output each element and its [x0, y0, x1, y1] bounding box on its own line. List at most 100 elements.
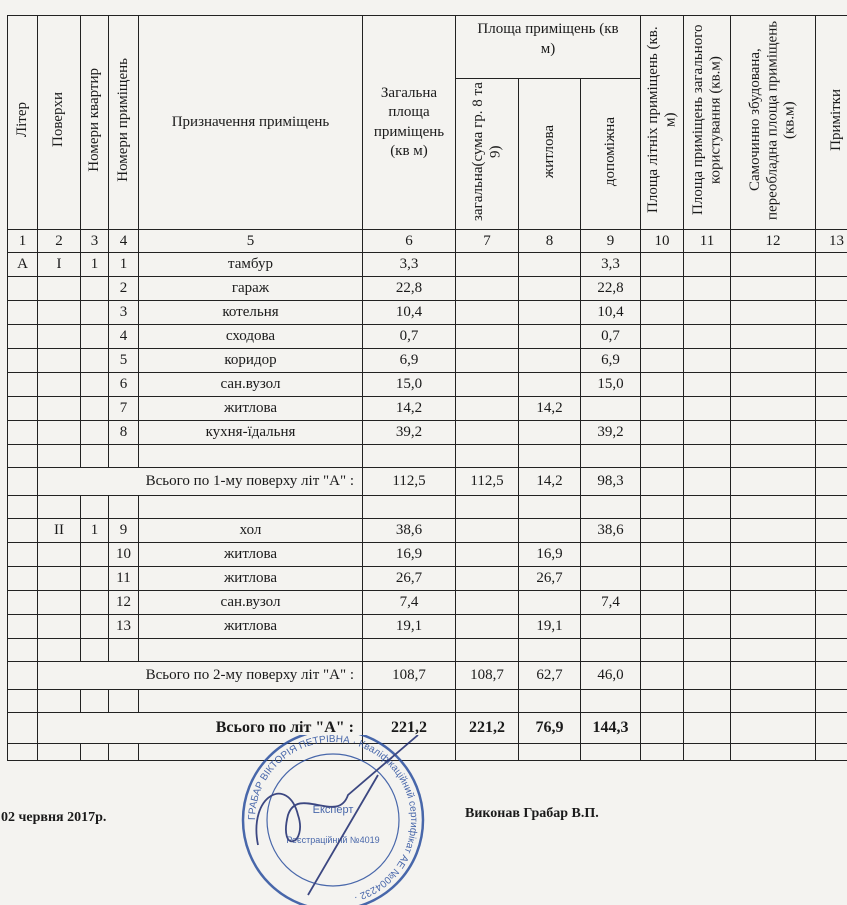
table-cell: [456, 373, 519, 397]
table-cell: 39,2: [581, 421, 641, 445]
table-cell: [684, 421, 731, 445]
table-cell: 112,5: [456, 468, 519, 496]
table-cell: [731, 713, 816, 744]
table-cell: [731, 519, 816, 543]
table-cell: 4: [109, 325, 139, 349]
header-purpose: Призначення приміщень: [139, 16, 363, 230]
table-cell: [731, 397, 816, 421]
table-cell: 26,7: [519, 567, 581, 591]
table-cell: 12: [109, 591, 139, 615]
table-cell: 6: [109, 373, 139, 397]
column-number: 6: [363, 230, 456, 253]
header-self-built: Самочинно збудована, переобладна площа п…: [731, 16, 816, 230]
table-cell: [81, 567, 109, 591]
table-cell: [684, 301, 731, 325]
table-cell: [684, 496, 731, 519]
table-cell: [581, 615, 641, 639]
table-cell: [731, 690, 816, 713]
table-cell: [731, 496, 816, 519]
table-cell: [641, 421, 684, 445]
table-cell: [816, 445, 847, 468]
table-cell: [456, 349, 519, 373]
table-cell: 76,9: [519, 713, 581, 744]
table-cell: [731, 301, 816, 325]
table-cell: [816, 690, 847, 713]
table-cell: 1: [81, 519, 109, 543]
table-cell: [38, 543, 81, 567]
table-cell: 39,2: [363, 421, 456, 445]
table-cell: [456, 567, 519, 591]
table-cell: гараж: [139, 277, 363, 301]
table-cell: 22,8: [581, 277, 641, 301]
table-cell: 2: [109, 277, 139, 301]
table-cell: 15,0: [363, 373, 456, 397]
table-cell: [731, 373, 816, 397]
table-cell: [456, 421, 519, 445]
table-cell: 7: [109, 397, 139, 421]
table-cell: [38, 744, 81, 761]
table-cell: [731, 543, 816, 567]
table-cell: [8, 519, 38, 543]
document-date: 02 червня 2017р.: [1, 810, 106, 826]
column-number: 4: [109, 230, 139, 253]
table-cell: [456, 253, 519, 277]
table-cell: [456, 591, 519, 615]
table-cell: [731, 421, 816, 445]
header-area-group: Площа приміщень (кв м): [456, 16, 641, 79]
table-cell: 16,9: [363, 543, 456, 567]
table-cell: [519, 373, 581, 397]
table-cell: [519, 253, 581, 277]
table-cell: сан.вузол: [139, 373, 363, 397]
table-cell: [519, 421, 581, 445]
table-cell: [731, 325, 816, 349]
table-cell: 13: [109, 615, 139, 639]
table-cell: [519, 690, 581, 713]
table-cell: 0,7: [581, 325, 641, 349]
table-cell: [8, 397, 38, 421]
table-cell: [641, 468, 684, 496]
table-cell: [8, 468, 38, 496]
official-stamp-with-signature: ГРАБАР ВІКТОРІЯ ПЕТРІВНА · Кваліфікаційн…: [228, 735, 438, 905]
table-cell: 112,5: [363, 468, 456, 496]
table-cell: [519, 277, 581, 301]
table-cell: [641, 713, 684, 744]
table-cell: [731, 744, 816, 761]
table-cell: [38, 277, 81, 301]
table-cell: [731, 591, 816, 615]
table-cell: 10,4: [581, 301, 641, 325]
empty-row: [8, 496, 847, 519]
table-cell: [581, 567, 641, 591]
table-cell: [684, 349, 731, 373]
table-cell: [363, 690, 456, 713]
table-cell: [456, 277, 519, 301]
column-number: 8: [519, 230, 581, 253]
table-cell: [38, 496, 81, 519]
table-cell: [816, 591, 847, 615]
table-cell: [519, 591, 581, 615]
table-cell: [731, 445, 816, 468]
table-cell: [8, 445, 38, 468]
table-cell: [456, 543, 519, 567]
table-cell: [38, 639, 81, 662]
table-cell: кухня-їдальня: [139, 421, 363, 445]
header-room-numbers: Номери приміщень: [109, 16, 139, 230]
table-cell: [684, 325, 731, 349]
table-cell: [641, 519, 684, 543]
table-cell: [684, 468, 731, 496]
table-cell: 16,9: [519, 543, 581, 567]
table-cell: [816, 615, 847, 639]
table-cell: 19,1: [363, 615, 456, 639]
table-cell: [641, 690, 684, 713]
table-cell: [684, 277, 731, 301]
table-cell: [38, 301, 81, 325]
table-cell: 26,7: [363, 567, 456, 591]
column-number: 2: [38, 230, 81, 253]
table-cell: 6,9: [363, 349, 456, 373]
table-cell: [81, 349, 109, 373]
table-cell: [684, 519, 731, 543]
